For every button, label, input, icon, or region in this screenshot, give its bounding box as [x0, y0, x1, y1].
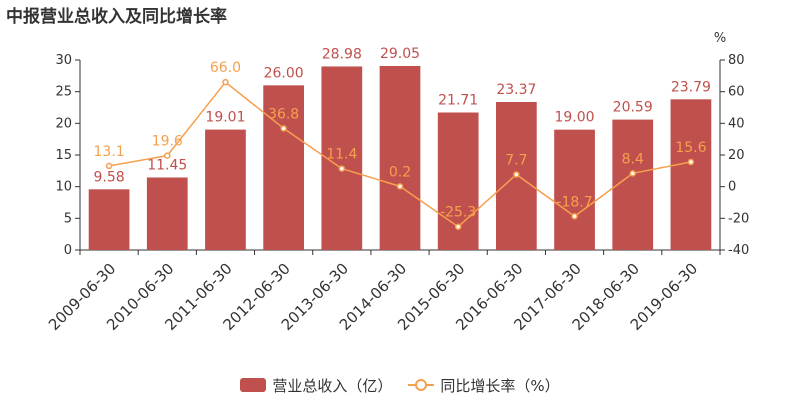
growth-point: [687, 158, 695, 166]
bar: [263, 85, 304, 250]
legend-item-growth[interactable]: 同比增长率（%）: [408, 375, 560, 396]
growth-point: [222, 78, 229, 86]
bar-value-label: 19.00: [554, 110, 594, 126]
left-axis-tick-label: 0: [64, 243, 72, 258]
left-axis-tick-label: 15: [55, 148, 72, 163]
bar-value-label: 19.01: [205, 110, 245, 126]
bar: [321, 66, 363, 251]
growth-value-label: 8.4: [622, 151, 644, 167]
bar: [88, 189, 130, 250]
growth-value-label: 11.4: [326, 147, 357, 163]
growth-point: [629, 170, 636, 177]
left-axis-tick-label: 20: [55, 116, 72, 131]
growth-value-label: 19.6: [152, 134, 183, 150]
left-axis-tick-label: 5: [64, 211, 72, 226]
chart-title: 中报营业总收入及同比增长率: [6, 7, 227, 27]
growth-point: [338, 165, 346, 172]
left-axis-tick-label: 25: [55, 85, 72, 100]
bar-value-label: 11.45: [147, 157, 187, 173]
growth-point: [571, 213, 578, 220]
growth-value-label: 13.1: [94, 144, 125, 160]
bar-value-label: 29.05: [380, 46, 420, 62]
right-axis-tick-label: -20: [728, 211, 749, 226]
bar-value-label: 28.98: [322, 46, 362, 62]
bar: [146, 177, 188, 250]
right-axis-tick-label: 20: [728, 148, 745, 163]
growth-value-label: -25.3: [440, 205, 476, 221]
growth-value-label: 66.0: [210, 60, 241, 76]
bar-value-label: 23.79: [671, 79, 711, 95]
right-axis-tick-label: 60: [728, 85, 745, 100]
right-axis-tick-label: 80: [728, 53, 745, 68]
right-axis-unit: %: [714, 31, 726, 46]
growth-point: [513, 171, 520, 178]
growth-point: [454, 223, 462, 230]
legend-label-growth: 同比增长率（%）: [440, 376, 560, 395]
bar: [612, 119, 654, 250]
right-axis-tick-label: 40: [728, 116, 745, 131]
bar: [379, 66, 421, 251]
left-axis-tick-label: 10: [55, 180, 72, 195]
left-axis-tick-label: 30: [55, 53, 72, 68]
bar: [670, 99, 712, 250]
growth-point: [164, 152, 171, 159]
growth-value-label: 0.2: [389, 164, 411, 180]
bar-value-label: 21.71: [438, 93, 478, 109]
growth-value-label: 36.8: [268, 106, 299, 122]
growth-point: [280, 125, 287, 132]
legend-bar-swatch: [240, 378, 267, 392]
growth-point: [105, 162, 113, 170]
growth-value-label: 7.7: [505, 152, 527, 168]
bar-value-label: 20.59: [613, 100, 653, 116]
right-axis-tick-label: -40: [728, 243, 749, 258]
bar: [554, 129, 595, 250]
bar-value-label: 23.37: [496, 82, 536, 98]
right-axis-tick-label: 0: [728, 180, 736, 195]
growth-point: [396, 183, 404, 190]
legend: 营业总收入（亿） 同比增长率（%）: [0, 372, 800, 398]
legend-item-revenue[interactable]: 营业总收入（亿）: [240, 375, 392, 396]
legend-line-swatch: [408, 378, 435, 392]
growth-value-label: 15.6: [675, 140, 706, 156]
bar-value-label: 9.58: [94, 169, 125, 185]
legend-label-revenue: 营业总收入（亿）: [272, 376, 393, 395]
growth-value-label: -18.7: [556, 194, 592, 210]
bar: [205, 129, 246, 250]
bar-value-label: 26.00: [264, 65, 304, 81]
